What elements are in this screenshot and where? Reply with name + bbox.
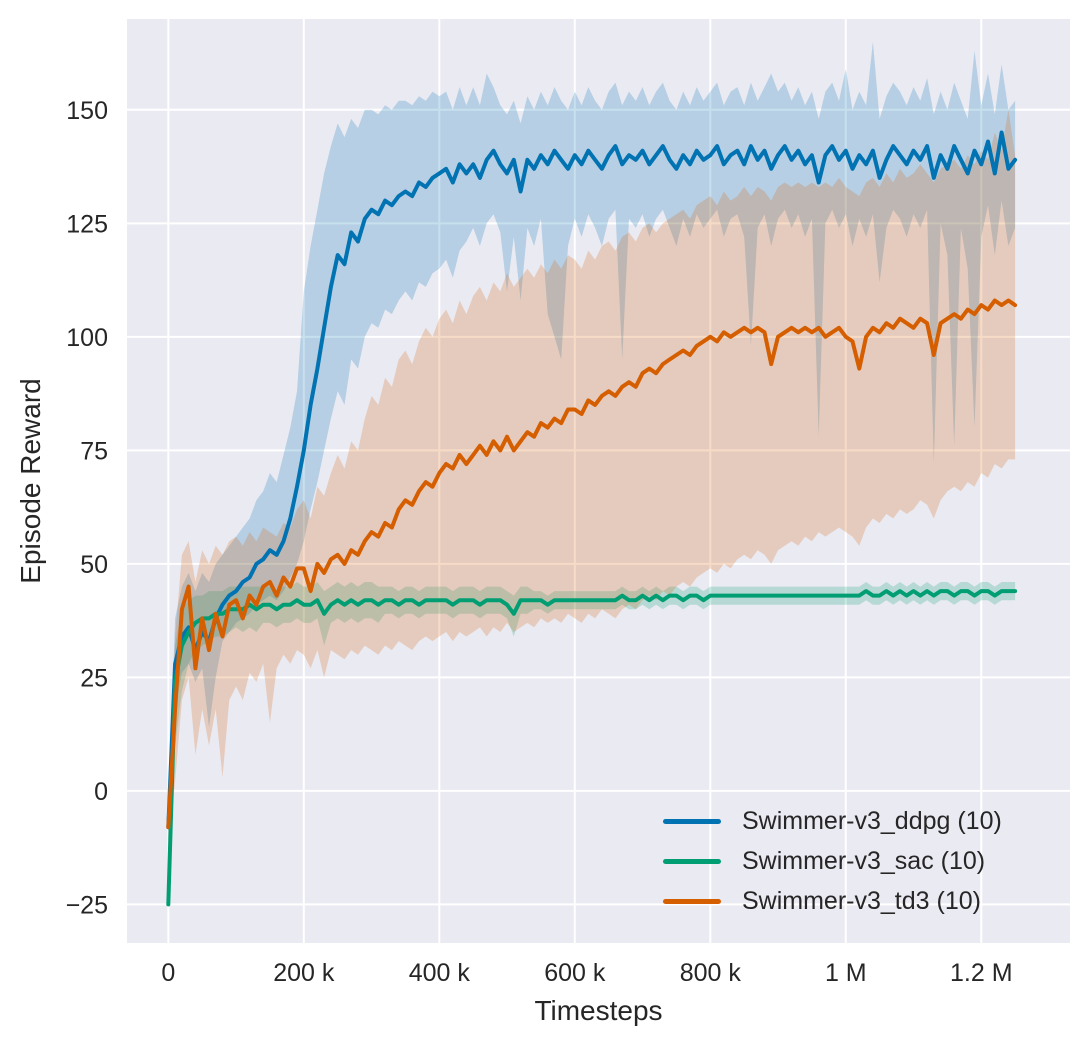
series-band-1 xyxy=(168,582,1016,909)
legend-label: Swimmer-v3_sac (10) xyxy=(742,846,986,875)
y-tick-label: −25 xyxy=(66,891,108,919)
legend-item: Swimmer-v3_ddpg (10) xyxy=(663,801,1002,841)
y-tick-label: 25 xyxy=(80,664,108,692)
legend-item: Swimmer-v3_sac (10) xyxy=(663,841,1002,881)
x-tick-label: 400 k xyxy=(409,959,471,987)
x-tick-label: 0 xyxy=(161,959,175,987)
x-tick-label: 600 k xyxy=(544,959,606,987)
y-axis-title: Episode Reward xyxy=(15,378,46,584)
plot-area xyxy=(127,19,1070,943)
x-tick-label: 1.2 M xyxy=(950,959,1013,987)
series-line-2 xyxy=(166,298,1018,830)
x-axis-title: Timesteps xyxy=(534,995,663,1026)
series-line-1 xyxy=(166,589,1018,907)
x-tick-label: 1 M xyxy=(825,959,867,987)
legend-line-swatch xyxy=(663,818,721,824)
legend-line-swatch xyxy=(663,858,721,864)
y-tick-label: 75 xyxy=(80,437,108,465)
y-tick-label: 100 xyxy=(66,324,108,352)
y-tick-label: 0 xyxy=(94,778,108,806)
x-tick-label: 800 k xyxy=(680,959,742,987)
y-tick-label: 150 xyxy=(66,97,108,125)
y-tick-label: 50 xyxy=(80,551,108,579)
legend-label: Swimmer-v3_td3 (10) xyxy=(742,886,981,915)
series-band-2 xyxy=(168,109,1016,846)
legend-item: Swimmer-v3_td3 (10) xyxy=(663,881,1002,921)
legend: Swimmer-v3_ddpg (10) Swimmer-v3_sac (10) S… xyxy=(663,801,1002,921)
series-line-0 xyxy=(166,130,1018,830)
legend-label: Swimmer-v3_ddpg (10) xyxy=(742,806,1002,835)
y-tick-label: 125 xyxy=(66,210,108,238)
legend-line-swatch xyxy=(663,898,721,904)
series-band-0 xyxy=(168,41,1016,846)
x-tick-label: 200 k xyxy=(273,959,335,987)
